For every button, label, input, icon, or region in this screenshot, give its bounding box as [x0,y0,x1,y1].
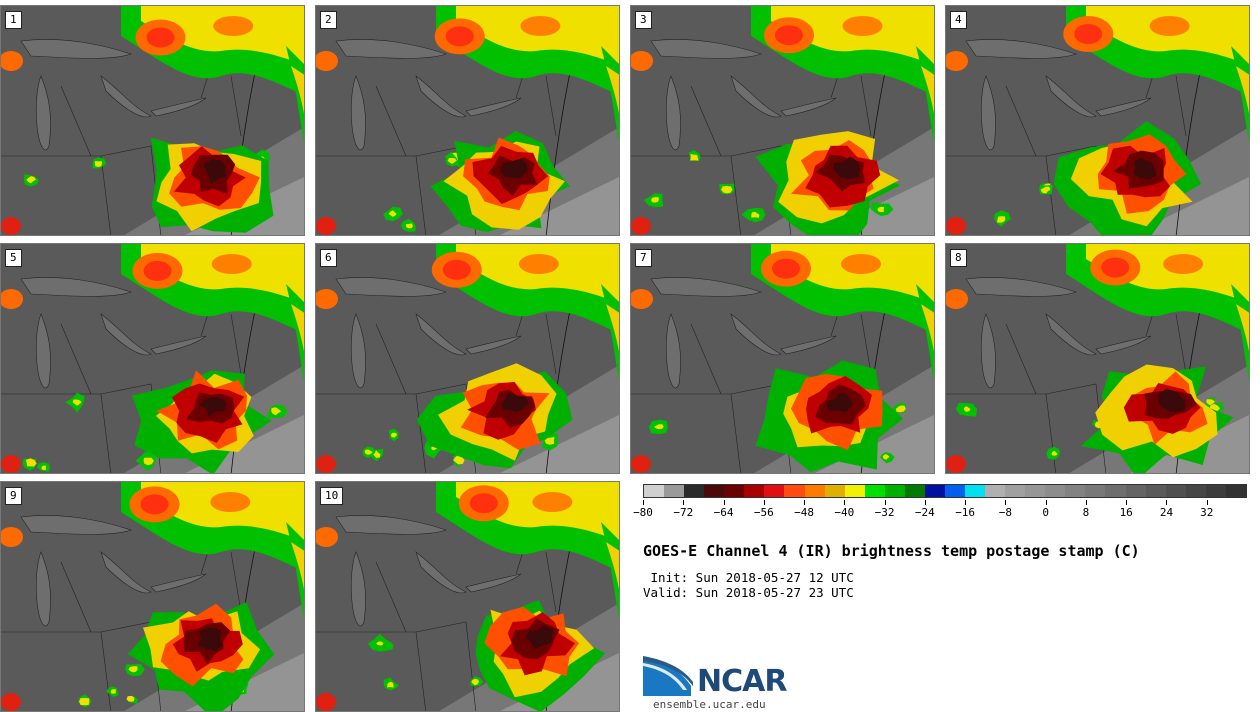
colorbar-tick [844,500,846,505]
ncar-wordmark: NCAR [697,664,787,699]
init-time: Init: Sun 2018-05-27 12 UTC [643,570,854,585]
panel-member-label: 3 [635,11,652,29]
valid-time: Valid: Sun 2018-05-27 23 UTC [643,585,854,600]
colorbar-tick [1045,500,1047,505]
colorbar-tick [723,500,725,505]
colorbar-swatch [1005,485,1026,497]
panel-member-label: 2 [320,11,337,29]
colorbar-swatch [1125,485,1146,497]
colorbar-tick-label: −80 [633,506,653,519]
colorbar-swatch [1085,485,1106,497]
colorbar-tick-label: −56 [753,506,774,519]
colorbar-tick-label: 24 [1159,506,1174,519]
colorbar-tick-label: −8 [998,506,1013,519]
colorbar-tick [1166,500,1168,505]
colorbar-swatch [1025,485,1046,497]
colorbar-tick [965,500,967,505]
colorbar-tick-label: −16 [955,506,976,519]
colorbar-tick [1085,500,1087,505]
panel-member-label: 10 [320,487,344,505]
colorbar-tick [763,500,765,505]
colorbar-swatch [884,485,905,497]
panel-member-label: 7 [635,249,652,267]
colorbar-tick-label: −64 [713,506,734,519]
ensemble-member-panel: 6 [315,243,620,474]
colorbar-swatch [824,485,845,497]
colorbar-swatch [724,485,745,497]
panel-member-label: 4 [950,11,967,29]
colorbar-tick [643,500,644,505]
colorbar-tick-label: −40 [834,506,855,519]
ncar-logo-icon [643,656,693,696]
colorbar-tick-label: −72 [673,506,694,519]
colorbar-tick [1206,500,1208,505]
colorbar-swatch [784,485,805,497]
colorbar-tick [924,500,926,505]
colorbar-swatch [965,485,986,497]
colorbar-tick-label: −32 [874,506,895,519]
colorbar-ticks: −80 −72 −64 −56 −48 −40 −32 −24 −16 −8 0 8 16 24 32 [633,500,1247,520]
colorbar-swatch [1065,485,1086,497]
colorbar-swatch [644,485,665,497]
colorbar-swatch [1225,485,1246,497]
colorbar-swatch [684,485,705,497]
colorbar-swatch [664,485,685,497]
ensemble-member-panel: 5 [0,243,305,474]
colorbar-swatch [864,485,885,497]
colorbar-swatch [985,485,1006,497]
colorbar-tick [884,500,886,505]
colorbar-tick [1005,500,1007,505]
ensemble-member-panel: 4 [945,5,1250,236]
colorbar-tick-label: 0 [1042,506,1049,519]
colorbar-swatch [1205,485,1226,497]
panel-member-label: 8 [950,249,967,267]
colorbar-tick-label: 16 [1119,506,1133,519]
colorbar-tick-label: −24 [914,506,935,519]
colorbar-swatch [1045,485,1066,497]
colorbar-tick [804,500,806,505]
colorbar-tick-label: 32 [1200,506,1214,519]
colorbar-tick [1126,500,1128,505]
ensemble-url: ensemble.ucar.edu [653,698,766,711]
colorbar-tick-label: 8 [1082,506,1090,519]
colorbar-swatch [1145,485,1166,497]
colorbar-tick [683,500,685,505]
ensemble-member-panel: 10 [315,481,620,712]
colorbar-swatch [744,485,765,497]
colorbar-swatch [844,485,865,497]
panel-member-label: 5 [5,249,22,267]
panel-member-label: 9 [5,487,22,505]
colorbar [643,484,1247,498]
colorbar-swatch [924,485,945,497]
ensemble-member-panel: 1 [0,5,305,236]
colorbar-swatch [704,485,725,497]
colorbar-tick-label: −48 [794,506,814,519]
panel-member-label: 1 [5,11,22,29]
ensemble-member-panel: 7 [630,243,935,474]
ensemble-member-panel: 2 [315,5,620,236]
colorbar-swatch [944,485,965,497]
figure-title: GOES-E Channel 4 (IR) brightness temp po… [643,542,1140,560]
colorbar-swatch [1185,485,1206,497]
colorbar-swatch [804,485,825,497]
colorbar-swatch [764,485,785,497]
ensemble-member-panel: 9 [0,481,305,712]
ensemble-member-panel: 8 [945,243,1250,474]
panel-member-label: 6 [320,249,337,267]
ensemble-member-panel: 3 [630,5,935,236]
colorbar-swatch [1105,485,1126,497]
colorbar-swatch [904,485,925,497]
colorbar-swatch [1165,485,1186,497]
